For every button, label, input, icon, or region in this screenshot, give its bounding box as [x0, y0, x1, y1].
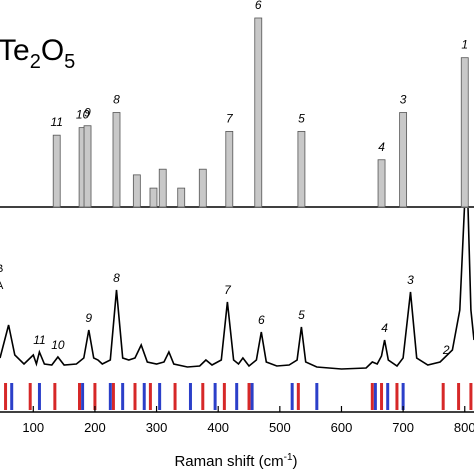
peak-label: 5 [298, 308, 305, 322]
bar [254, 17, 263, 208]
x-axis-label: Raman shift (cm-1) [174, 452, 297, 470]
peak-label: 8 [113, 271, 120, 285]
bar [149, 187, 158, 208]
bar [225, 130, 234, 208]
peak-label: 6 [258, 313, 265, 327]
bar [377, 159, 386, 208]
peak-label: 4 [381, 321, 388, 335]
bar-label: 1 [461, 38, 468, 52]
bar [52, 134, 61, 208]
x-tick-label: 200 [84, 420, 106, 435]
x-tick-label: 300 [146, 420, 168, 435]
bar-label: 4 [378, 140, 385, 154]
bar-label: 7 [226, 111, 234, 125]
x-tick-label: 600 [331, 420, 353, 435]
bar [177, 187, 186, 208]
bar-label: 9 [84, 106, 91, 120]
legend-label: B [0, 263, 3, 275]
peak-label: 10 [51, 338, 65, 352]
bar [399, 112, 408, 208]
bar-label: 6 [255, 0, 262, 12]
bar-label: 8 [113, 93, 120, 107]
bar [297, 130, 306, 208]
peak-label: 2 [442, 343, 450, 357]
spectrum-line [0, 208, 474, 370]
bar [83, 125, 92, 208]
bar-label: 10 [76, 108, 90, 122]
peak-label: 3 [407, 273, 414, 287]
chart-title: Te2O5 [0, 34, 75, 73]
bar [158, 168, 167, 208]
x-tick-label: 800 [454, 420, 474, 435]
bar [132, 174, 141, 208]
peak-label: 9 [85, 311, 92, 325]
x-tick-label: 700 [392, 420, 414, 435]
plot-area [0, 208, 474, 370]
bar-label: 3 [400, 93, 407, 107]
peak-label: 7 [224, 283, 232, 297]
bar [112, 112, 121, 208]
bar [198, 168, 207, 208]
legend-label: A [0, 280, 4, 292]
x-tick-label: 400 [207, 420, 229, 435]
bar-label: 5 [298, 111, 305, 125]
x-tick-label: 500 [269, 420, 291, 435]
peak-label: 11 [33, 333, 45, 347]
x-tick-label: 100 [22, 420, 44, 435]
bar-label: 11 [50, 115, 62, 129]
bar [460, 57, 469, 208]
